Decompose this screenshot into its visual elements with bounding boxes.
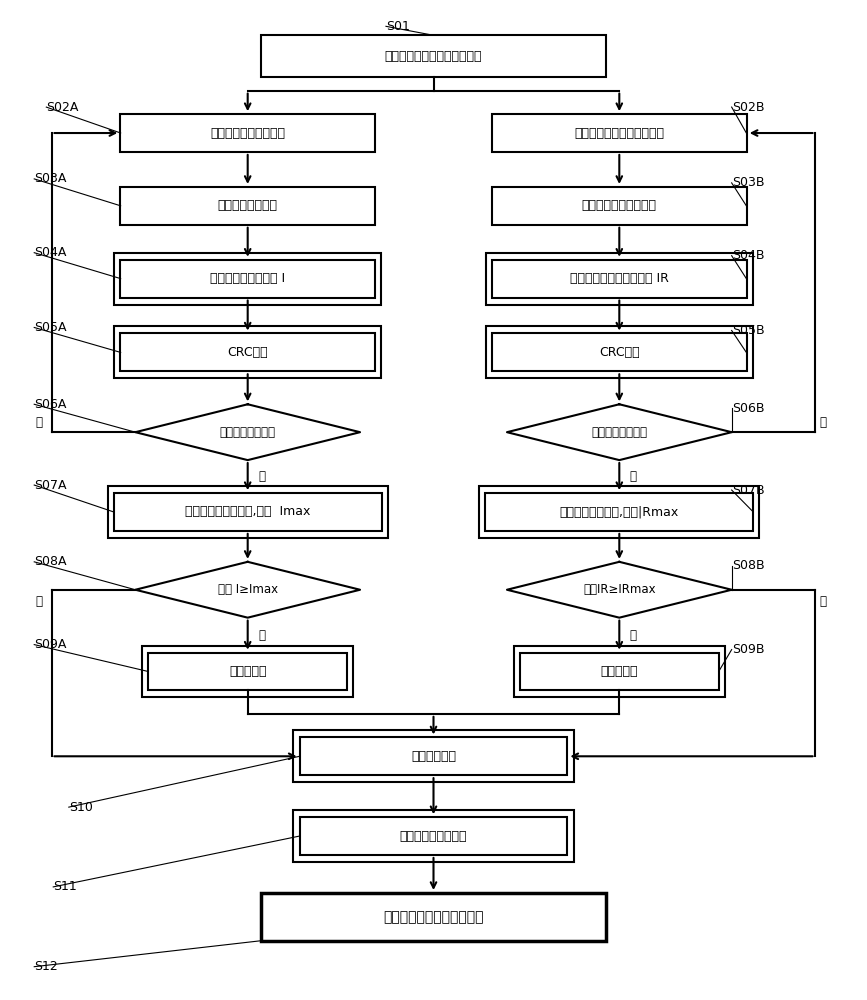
Bar: [486, 493, 753, 531]
Bar: [121, 114, 375, 152]
Text: 解析从站地址，连接监测终端: 解析从站地址，连接监测终端: [385, 50, 482, 63]
Text: 读取线路剩余电流,记为|Rmax: 读取线路剩余电流,记为|Rmax: [560, 505, 679, 518]
Bar: [520, 653, 719, 690]
Text: 判断数据是否准确: 判断数据是否准确: [591, 426, 648, 439]
Text: 存储数据、判定结果: 存储数据、判定结果: [400, 830, 467, 843]
Text: S01: S01: [386, 20, 410, 33]
Text: S02A: S02A: [46, 101, 79, 114]
Text: 读取线路最大数流量,记为  Imax: 读取线路最大数流量,记为 Imax: [185, 505, 310, 518]
Bar: [121, 333, 375, 371]
Text: S08A: S08A: [34, 555, 67, 568]
Text: S06A: S06A: [34, 398, 67, 411]
Bar: [479, 486, 759, 538]
Text: 判定为漏电: 判定为漏电: [601, 665, 638, 678]
Bar: [492, 260, 746, 298]
Bar: [492, 114, 746, 152]
Text: 判断IR≥IRmax: 判断IR≥IRmax: [583, 583, 655, 596]
Bar: [114, 493, 381, 531]
Bar: [148, 653, 347, 690]
Bar: [142, 646, 353, 697]
Text: S03B: S03B: [732, 176, 764, 189]
Bar: [299, 817, 568, 855]
Text: 是: 是: [629, 629, 636, 642]
Polygon shape: [507, 404, 732, 460]
Bar: [261, 893, 606, 941]
Text: S09A: S09A: [34, 638, 67, 651]
Text: 否: 否: [820, 416, 827, 429]
Bar: [294, 730, 573, 782]
Text: S05B: S05B: [732, 324, 765, 337]
Text: S05A: S05A: [34, 321, 67, 334]
Text: S09B: S09B: [732, 643, 764, 656]
Bar: [261, 35, 606, 77]
Polygon shape: [135, 404, 360, 460]
Text: 否: 否: [36, 416, 42, 429]
Text: S10: S10: [68, 801, 93, 814]
Text: S03A: S03A: [34, 172, 67, 185]
Bar: [486, 326, 753, 378]
Text: 是: 是: [258, 470, 265, 483]
Polygon shape: [507, 562, 732, 618]
Text: 否: 否: [820, 595, 827, 608]
Text: 监测数据以及判定结果上传: 监测数据以及判定结果上传: [383, 910, 484, 924]
Text: 是: 是: [258, 629, 265, 642]
Text: 是: 是: [629, 470, 636, 483]
Text: S08B: S08B: [732, 559, 765, 572]
Bar: [121, 187, 375, 225]
Bar: [114, 253, 381, 305]
Text: 发送剩余电流数据采集指令: 发送剩余电流数据采集指令: [574, 127, 664, 140]
Bar: [114, 326, 381, 378]
Text: S04B: S04B: [732, 249, 764, 262]
Bar: [108, 486, 388, 538]
Bar: [486, 253, 753, 305]
Bar: [492, 333, 746, 371]
Bar: [299, 737, 568, 775]
Text: 解析电流数据，记为 I: 解析电流数据，记为 I: [210, 272, 285, 285]
Text: 发送电流数据采集指令: 发送电流数据采集指令: [210, 127, 285, 140]
Text: CRC校验: CRC校验: [599, 346, 640, 359]
Text: 输出判定结果: 输出判定结果: [411, 750, 456, 763]
Text: 判定为过载: 判定为过载: [229, 665, 266, 678]
Text: 判断数据是否准确: 判断数据是否准确: [219, 426, 276, 439]
Text: CRC校验: CRC校验: [227, 346, 268, 359]
Text: S06B: S06B: [732, 402, 764, 415]
Bar: [514, 646, 725, 697]
Text: 接收电流数据报文: 接收电流数据报文: [218, 199, 277, 212]
Text: 否: 否: [36, 595, 42, 608]
Text: S02B: S02B: [732, 101, 764, 114]
Text: S04A: S04A: [34, 246, 67, 259]
Bar: [121, 260, 375, 298]
Text: 解析剩余电流数据，记为 IR: 解析剩余电流数据，记为 IR: [570, 272, 668, 285]
Text: 判断 I≥Imax: 判断 I≥Imax: [218, 583, 277, 596]
Polygon shape: [135, 562, 360, 618]
Text: S12: S12: [34, 960, 58, 973]
Bar: [492, 187, 746, 225]
Text: 接收剩余电流数据报文: 接收剩余电流数据报文: [582, 199, 657, 212]
Bar: [294, 810, 573, 862]
Text: S07B: S07B: [732, 484, 765, 497]
Text: S07A: S07A: [34, 479, 67, 492]
Text: S11: S11: [53, 880, 77, 893]
